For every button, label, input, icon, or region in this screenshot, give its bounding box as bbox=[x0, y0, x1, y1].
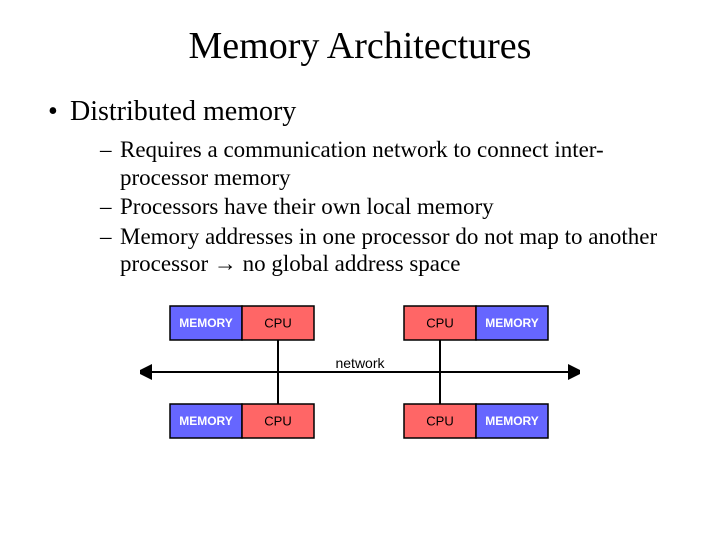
bullet-level2-1: Requires a communication network to conn… bbox=[100, 136, 670, 191]
cpu-box: CPU bbox=[404, 404, 476, 438]
sub3-part-b: no global address space bbox=[237, 251, 461, 276]
slide: Memory Architectures Distributed memory … bbox=[0, 0, 720, 540]
svg-text:MEMORY: MEMORY bbox=[179, 414, 233, 428]
svg-text:CPU: CPU bbox=[426, 315, 453, 330]
bullet-level2-2: Processors have their own local memory bbox=[100, 193, 670, 221]
slide-title: Memory Architectures bbox=[0, 24, 720, 68]
svg-text:MEMORY: MEMORY bbox=[485, 414, 539, 428]
svg-text:CPU: CPU bbox=[426, 413, 453, 428]
architecture-diagram: network MEMORY CPU CPU MEMORY MEMORY CPU CPU MEM… bbox=[140, 298, 580, 446]
memory-box: MEMORY bbox=[476, 404, 548, 438]
bullet-level2-3: Memory addresses in one processor do not… bbox=[100, 223, 670, 278]
svg-text:MEMORY: MEMORY bbox=[485, 316, 539, 330]
bullet-level1: Distributed memory bbox=[48, 96, 720, 128]
cpu-box: CPU bbox=[242, 404, 314, 438]
memory-box: MEMORY bbox=[170, 306, 242, 340]
svg-text:MEMORY: MEMORY bbox=[179, 316, 233, 330]
arrow-icon: → bbox=[214, 251, 237, 276]
svg-text:CPU: CPU bbox=[264, 413, 291, 428]
svg-text:CPU: CPU bbox=[264, 315, 291, 330]
network-label: network bbox=[335, 355, 385, 371]
memory-box: MEMORY bbox=[170, 404, 242, 438]
cpu-box: CPU bbox=[404, 306, 476, 340]
memory-box: MEMORY bbox=[476, 306, 548, 340]
cpu-box: CPU bbox=[242, 306, 314, 340]
